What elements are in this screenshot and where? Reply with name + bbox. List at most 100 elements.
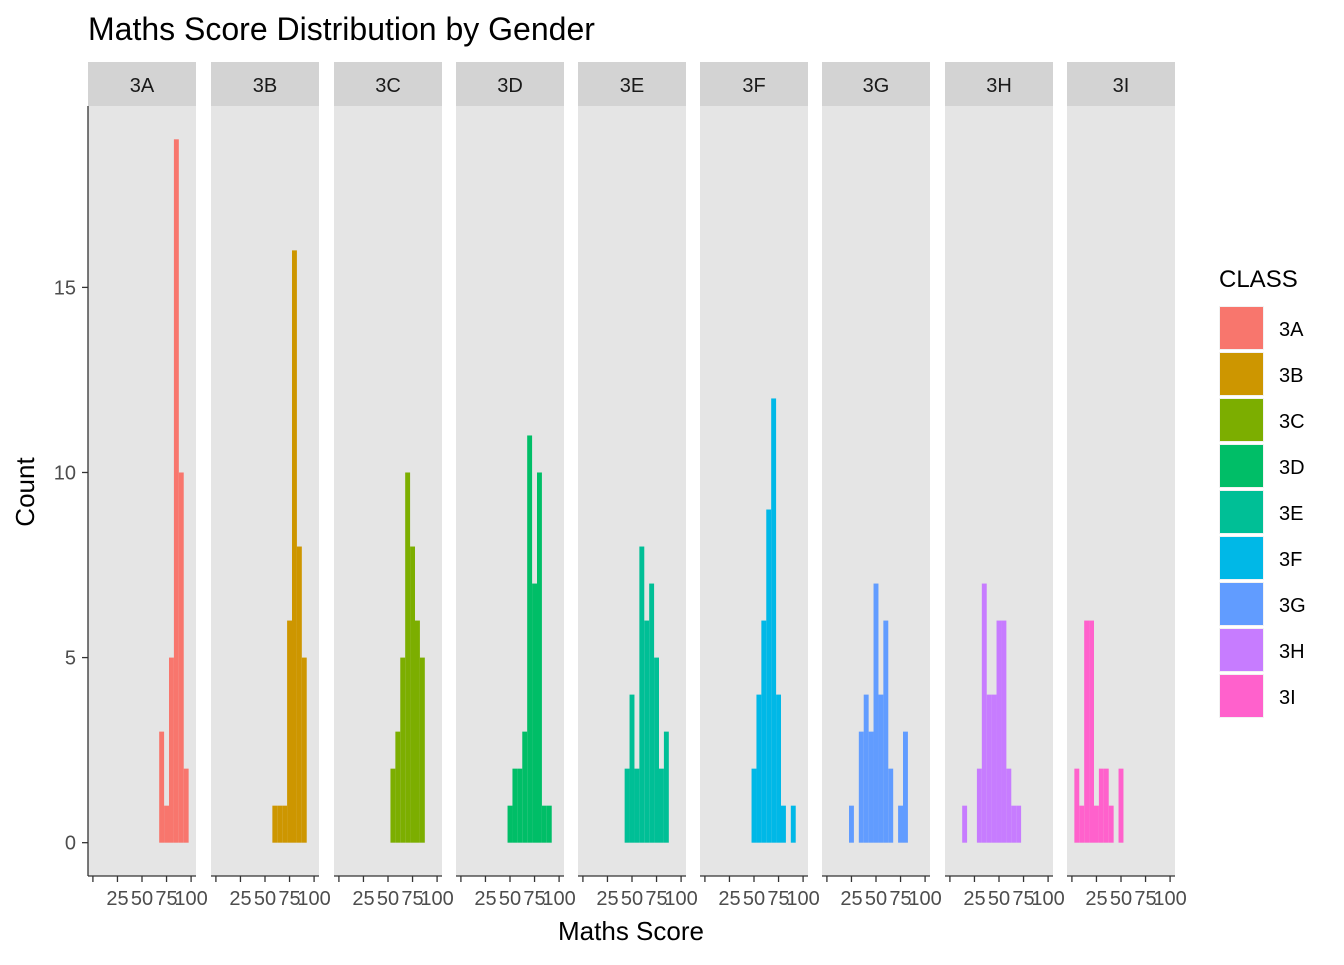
x-tick-label: 50 (254, 888, 276, 910)
x-tick-label: 50 (621, 888, 643, 910)
histogram-bar (1074, 768, 1080, 843)
histogram-bar (781, 805, 786, 843)
histogram-bar (790, 805, 796, 843)
histogram-bar (649, 583, 655, 843)
histogram-bar (1103, 768, 1109, 843)
legend-swatch (1220, 629, 1263, 671)
histogram-bar (287, 620, 292, 843)
histogram-bar (1108, 805, 1114, 843)
legend-swatch (1220, 445, 1263, 487)
legend-item-3g: 3G (1219, 582, 1306, 626)
x-tick-label: 50 (988, 888, 1010, 910)
panel-background (456, 106, 564, 876)
histogram-bar (858, 731, 864, 843)
histogram-bar (1098, 768, 1104, 843)
x-tick-label: 100 (908, 888, 941, 910)
histogram-bar (164, 805, 169, 843)
histogram-bar (178, 472, 184, 843)
facet-strip (578, 62, 686, 106)
histogram-bar (395, 731, 401, 843)
histogram-bar (1001, 620, 1007, 843)
legend-label: 3E (1279, 503, 1303, 525)
legend-swatch (1220, 491, 1263, 533)
x-tick-label: 75 (767, 888, 789, 910)
legend-swatch (1220, 675, 1263, 717)
histogram-bar (419, 657, 425, 843)
histogram-bar (898, 805, 903, 843)
x-axis-label: Maths Score (558, 916, 704, 946)
histogram-bar (546, 805, 552, 843)
histogram-bar (863, 694, 869, 843)
facet-strip-label: 3C (375, 75, 401, 97)
legend: 3A 3B 3C 3D 3E 3F 3G 3H 3I (1219, 306, 1306, 718)
histogram-bar (883, 620, 889, 843)
histogram-bar (512, 768, 518, 843)
x-tick-label: 75 (1012, 888, 1034, 910)
histogram-bar (986, 694, 992, 843)
facet-strip-label: 3I (1113, 75, 1130, 97)
x-tick-label: 25 (1085, 888, 1107, 910)
x-tick-label: 25 (229, 888, 251, 910)
legend-item-3h: 3H (1219, 628, 1305, 672)
histogram-bar (751, 768, 757, 843)
x-tick-label: 50 (377, 888, 399, 910)
histogram-bar (532, 583, 537, 843)
histogram-bar (849, 805, 854, 843)
facet-strip (456, 62, 564, 106)
y-tick-label: 5 (65, 648, 76, 670)
histogram-bar (976, 768, 982, 843)
histogram-bar (659, 768, 664, 843)
histogram-bar (390, 768, 396, 843)
legend-swatch (1220, 583, 1263, 625)
histogram-bar (517, 768, 523, 843)
legend-item-3f: 3F (1219, 536, 1302, 580)
histogram-bar (1016, 805, 1022, 843)
x-tick-label: 25 (963, 888, 985, 910)
histogram-bar (1089, 620, 1094, 843)
legend-item-3d: 3D (1219, 444, 1305, 488)
histogram-bar (888, 768, 894, 843)
facet-strip (700, 62, 808, 106)
facet-strip-label: 3A (130, 75, 155, 97)
x-tick-label: 75 (523, 888, 545, 910)
histogram-bar (183, 768, 189, 843)
x-tick-label: 75 (278, 888, 300, 910)
x-tick-label: 100 (786, 888, 819, 910)
y-tick-label: 0 (65, 833, 76, 855)
legend-label: 3I (1279, 687, 1296, 709)
legend-label: 3F (1279, 549, 1302, 571)
histogram-bar (405, 472, 411, 843)
histogram-bar (527, 435, 533, 843)
facet-strip-label: 3E (620, 75, 644, 97)
facet-strip-label: 3B (253, 75, 277, 97)
histogram-bar (771, 398, 777, 843)
x-tick-label: 100 (297, 888, 330, 910)
legend-item-3i: 3I (1219, 674, 1296, 718)
x-tick-label: 100 (174, 888, 207, 910)
histogram-bar (301, 657, 307, 843)
histogram-bar (991, 694, 997, 843)
panel-background (700, 106, 808, 876)
histogram-bar (776, 694, 781, 843)
x-tick-label: 25 (106, 888, 128, 910)
panel-background (1067, 106, 1175, 876)
histogram-bar (415, 620, 420, 843)
x-tick-label: 75 (155, 888, 177, 910)
histogram-bar (1011, 805, 1017, 843)
histogram-bar (537, 472, 542, 843)
histogram-bar (639, 546, 645, 843)
x-tick-label: 50 (865, 888, 887, 910)
x-tick-label: 25 (474, 888, 496, 910)
legend-swatch (1220, 353, 1263, 395)
legend-swatch (1220, 399, 1263, 441)
x-tick-label: 50 (499, 888, 521, 910)
facet-strip (88, 62, 196, 106)
x-tick-label: 75 (401, 888, 423, 910)
